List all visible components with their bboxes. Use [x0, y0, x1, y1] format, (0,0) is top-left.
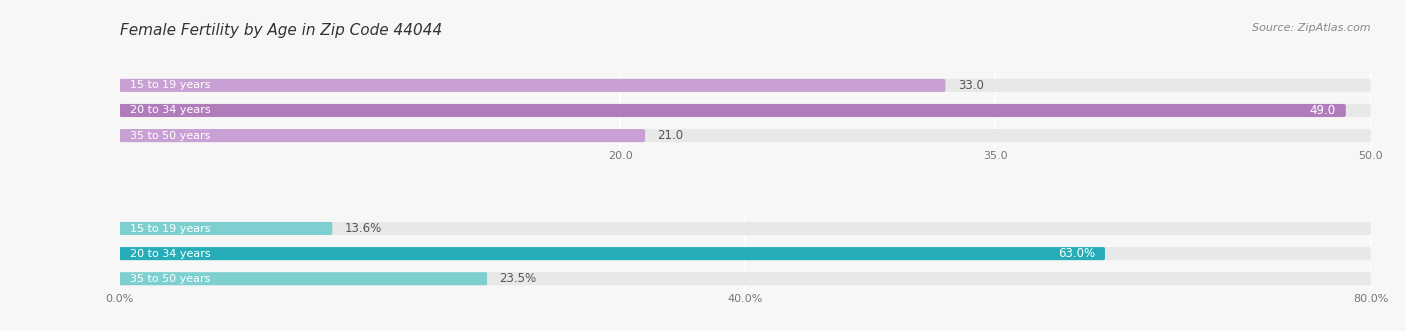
- Text: Female Fertility by Age in Zip Code 44044: Female Fertility by Age in Zip Code 4404…: [120, 23, 441, 38]
- Text: 35 to 50 years: 35 to 50 years: [129, 274, 209, 284]
- Text: 20 to 34 years: 20 to 34 years: [129, 106, 209, 116]
- FancyBboxPatch shape: [120, 272, 1371, 285]
- FancyBboxPatch shape: [120, 129, 645, 142]
- Text: 21.0: 21.0: [658, 129, 683, 142]
- FancyBboxPatch shape: [120, 104, 1371, 117]
- FancyBboxPatch shape: [120, 222, 1371, 235]
- FancyBboxPatch shape: [120, 222, 332, 235]
- FancyBboxPatch shape: [120, 79, 1371, 92]
- FancyBboxPatch shape: [120, 104, 1346, 117]
- Text: 49.0: 49.0: [1309, 104, 1336, 117]
- Text: Source: ZipAtlas.com: Source: ZipAtlas.com: [1253, 23, 1371, 33]
- FancyBboxPatch shape: [120, 129, 1371, 142]
- Text: 13.6%: 13.6%: [344, 222, 382, 235]
- Text: 35 to 50 years: 35 to 50 years: [129, 131, 209, 141]
- Text: 15 to 19 years: 15 to 19 years: [129, 80, 209, 90]
- FancyBboxPatch shape: [120, 79, 945, 92]
- FancyBboxPatch shape: [120, 247, 1105, 260]
- FancyBboxPatch shape: [120, 247, 1371, 260]
- Text: 63.0%: 63.0%: [1057, 247, 1095, 260]
- Text: 15 to 19 years: 15 to 19 years: [129, 223, 209, 233]
- FancyBboxPatch shape: [120, 272, 486, 285]
- Text: 33.0: 33.0: [957, 79, 984, 92]
- Text: 23.5%: 23.5%: [499, 272, 537, 285]
- Text: 20 to 34 years: 20 to 34 years: [129, 249, 209, 259]
